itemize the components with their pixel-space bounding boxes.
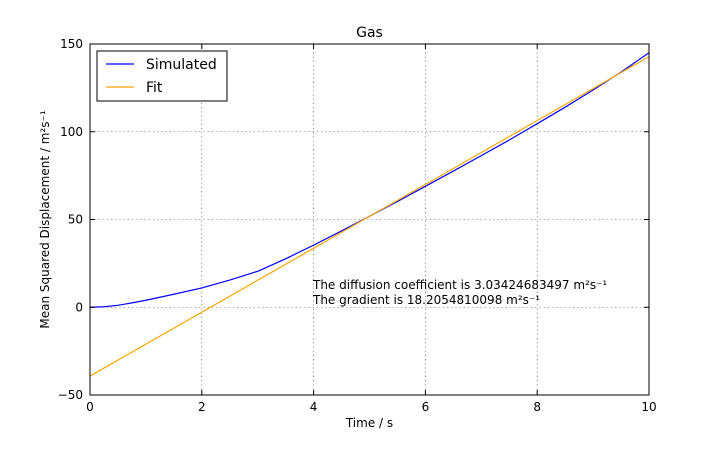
y-tick-label: 50 (68, 213, 83, 227)
y-tick-label: 100 (60, 125, 83, 139)
y-tick-label: 150 (60, 37, 83, 51)
x-tick-label: 4 (310, 400, 318, 414)
annotation-layer: The diffusion coefficient is 3.034246834… (312, 278, 607, 307)
y-axis-label: Mean Squared Displacement / m²s⁻¹ (38, 110, 52, 328)
legend-box (96, 50, 228, 102)
annotation-diffusion-coefficient: The diffusion coefficient is 3.034246834… (312, 278, 607, 292)
annotation-gradient: The gradient is 18.2054810098 m²s⁻¹ (312, 293, 540, 307)
series-line-simulated (89, 52, 650, 308)
x-tick-label: 0 (86, 400, 94, 414)
x-axis-label: Time / s (345, 416, 393, 430)
legend-label-fit: Fit (146, 80, 163, 96)
x-tick-label: 2 (198, 400, 206, 414)
series-layer (89, 52, 650, 377)
y-tick-label: −50 (58, 388, 83, 402)
x-tick-label: 8 (533, 400, 541, 414)
y-tick-label: 0 (75, 300, 83, 314)
grid-layer (90, 44, 649, 395)
legend: Simulated Fit (96, 50, 228, 102)
legend-label-simulated: Simulated (146, 57, 217, 73)
x-tick-label: 10 (641, 400, 656, 414)
series-line-fit (89, 56, 650, 377)
x-tick-label: 6 (422, 400, 430, 414)
chart-title: Gas (356, 25, 383, 41)
